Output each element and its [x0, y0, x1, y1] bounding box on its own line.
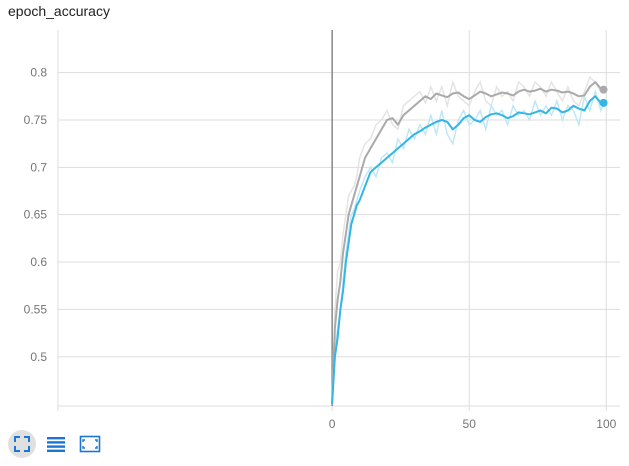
series-smoothed-line — [331, 81, 604, 405]
fullscreen-icon — [14, 436, 30, 452]
y-tick-label: 0.5 — [30, 350, 47, 364]
log-scale-button[interactable] — [42, 430, 70, 458]
series-end-point — [599, 98, 608, 107]
y-tick-label: 0.8 — [30, 66, 47, 80]
x-tick-label: 100 — [596, 417, 616, 430]
grid-lines — [57, 30, 620, 411]
x-tick-label: 50 — [463, 417, 477, 430]
chart-title: epoch_accuracy — [8, 3, 110, 19]
chart-plot: 0.5 0.55 0.6 0.65 0.7 0.75 0.8 0 50 100 — [24, 30, 620, 430]
lines-icon — [47, 437, 65, 452]
tick-labels: 0.5 0.55 0.6 0.65 0.7 0.75 0.8 0 50 100 — [24, 66, 617, 430]
y-tick-label: 0.55 — [24, 302, 48, 316]
fit-domain-icon — [79, 435, 101, 453]
y-tick-label: 0.7 — [30, 160, 47, 174]
y-tick-label: 0.75 — [24, 113, 48, 127]
fit-domain-button[interactable] — [76, 430, 104, 458]
expand-button[interactable] — [8, 430, 36, 458]
series-smoothed-line — [331, 95, 604, 405]
x-tick-label: 0 — [329, 417, 336, 430]
series-group — [331, 76, 608, 405]
series-raw-line — [331, 88, 605, 405]
y-tick-label: 0.65 — [24, 208, 48, 222]
chart-toolbar — [8, 430, 104, 458]
series-raw-line — [331, 76, 605, 405]
series-end-point — [599, 85, 608, 94]
y-tick-label: 0.6 — [30, 255, 47, 269]
